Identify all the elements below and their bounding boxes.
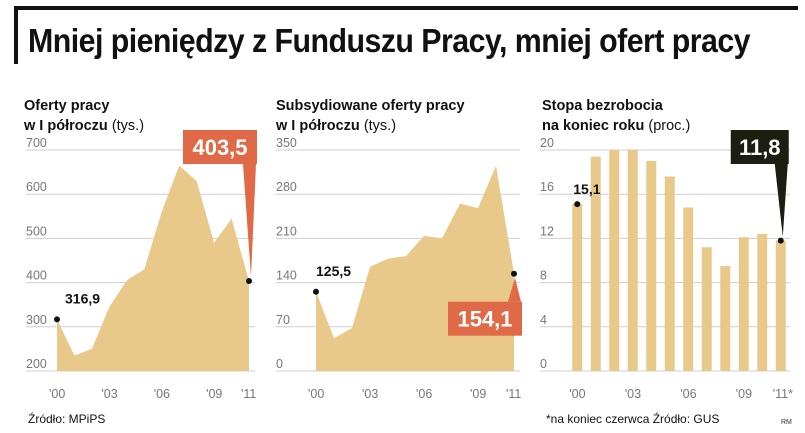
panel3-x-tick-label: '09 — [736, 387, 752, 401]
panel3-y-tick-label: 0 — [540, 357, 547, 371]
panel3-bar — [738, 237, 749, 371]
panel2-y-tick-label: 140 — [276, 269, 297, 283]
panel1-x-tick-label: '00 — [49, 387, 65, 401]
panel1-x-tick-label: '06 — [154, 387, 170, 401]
panel2-y-tick-label: 280 — [276, 180, 297, 194]
panel3-title-line1: Stopa bezrobocia — [542, 98, 663, 114]
panel2-x-tick-label: '06 — [416, 387, 432, 401]
panel2-end-callout-pointer — [508, 277, 521, 302]
panel3-start-label: 15,1 — [573, 181, 600, 197]
panel3-y-tick-label: 16 — [540, 180, 554, 194]
panel2-y-tick-label: 0 — [276, 357, 283, 371]
panel1-x-tick-label: '11 — [241, 387, 256, 401]
left-rule — [14, 6, 18, 64]
panel1-end-marker — [246, 278, 252, 285]
panel2-title-line2: w I półroczu — [276, 118, 360, 134]
panel2-x-tick-label: '00 — [308, 387, 324, 401]
panel1-y-tick-label: 200 — [26, 357, 47, 371]
panel2-title-line1: Subsydiowane oferty pracy — [276, 98, 465, 114]
panel3-bar — [683, 207, 694, 371]
panel3-x-tick-label: '06 — [680, 387, 696, 401]
panel3-bar — [775, 240, 786, 371]
panel3-y-tick-label: 8 — [540, 269, 547, 283]
panel3-bar — [701, 247, 712, 371]
panel1-unit: (tys.) — [111, 118, 145, 134]
panel3-end-callout-pointer — [774, 164, 788, 237]
panel3-x-tick-label: '00 — [569, 387, 585, 401]
panel3-bar — [572, 204, 583, 371]
panel2-end-marker — [511, 270, 517, 277]
panel1-title: Oferty pracy w I półroczu (tys.) — [24, 96, 144, 136]
panel1-y-tick-label: 300 — [26, 313, 47, 327]
panel3-y-tick-label: 4 — [540, 313, 547, 327]
panel1-end-callout — [183, 130, 257, 164]
panel2-x-tick-label: '09 — [470, 387, 486, 401]
panel3-bar — [646, 161, 657, 371]
panel2-start-marker — [313, 288, 319, 295]
panel3-title: Stopa bezrobocia na koniec roku (proc.) — [542, 96, 690, 136]
panel3-bar — [590, 156, 601, 371]
panel3-end-marker — [777, 237, 784, 244]
panel1-x-tick-label: '03 — [101, 387, 117, 401]
panel2-end-callout — [448, 301, 522, 336]
panel3-bar — [609, 150, 620, 371]
panel3-bar — [664, 176, 675, 371]
panel3-x-tick-label: '11* — [773, 387, 793, 401]
panel3-unit: (proc.) — [648, 118, 691, 134]
panel2-x-tick-label: '03 — [362, 387, 378, 401]
panel3-y-tick-label: 20 — [540, 136, 554, 150]
panel1-area-series — [57, 165, 249, 371]
author-signature: RM — [781, 419, 792, 426]
panel2-end-label: 154,1 — [457, 307, 512, 332]
panel1-x-tick-label: '09 — [206, 387, 222, 401]
panel2-y-tick-label: 210 — [276, 224, 297, 238]
panel1-title-line1: Oferty pracy — [24, 98, 110, 114]
panel2-y-tick-label: 70 — [276, 313, 290, 327]
panel3-bar — [757, 233, 768, 371]
panel1-y-tick-label: 400 — [26, 269, 47, 283]
panel3-bar — [720, 266, 731, 371]
headline: Mniej pieniędzy z Funduszu Pracy, mniej … — [28, 22, 751, 59]
panel3-bar — [627, 150, 638, 371]
panel3-x-tick-label: '03 — [625, 387, 641, 401]
top-rule — [14, 6, 798, 10]
panel2-start-label: 125,5 — [316, 263, 351, 279]
panel3-start-marker — [574, 201, 581, 208]
panel1-start-label: 316,9 — [65, 290, 100, 306]
panel1-y-tick-label: 600 — [26, 180, 47, 194]
panel2-y-tick-label: 350 — [276, 136, 297, 150]
panel1-source: Źródło: MPiPS — [28, 412, 106, 426]
panel1-end-callout-pointer — [243, 164, 256, 278]
panel1-start-marker — [54, 316, 60, 323]
panel1-title-line2: w I półroczu — [24, 118, 108, 134]
panel1-y-tick-label: 500 — [26, 224, 47, 238]
panel3-end-label: 11,8 — [739, 135, 781, 160]
panel3-end-callout — [730, 130, 789, 164]
panel1-end-label: 403,5 — [192, 135, 247, 160]
panel2-title: Subsydiowane oferty pracy w I półroczu (… — [276, 96, 465, 136]
panel3-y-tick-label: 12 — [540, 224, 554, 238]
panel1-y-tick-label: 700 — [26, 136, 47, 150]
panel3-title-line2: na koniec roku — [542, 118, 645, 134]
panel3-source: *na koniec czerwca Źródło: GUS — [546, 412, 720, 426]
panel2-x-tick-label: '11 — [506, 387, 521, 401]
panel2-unit: (tys.) — [363, 118, 397, 134]
